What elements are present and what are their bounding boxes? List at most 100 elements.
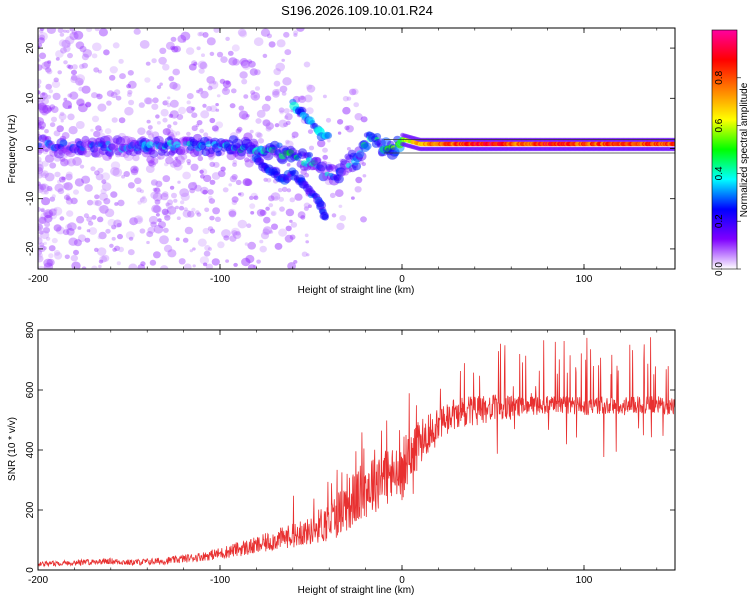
spectral-blob bbox=[354, 113, 363, 121]
spectral-blob bbox=[536, 146, 542, 152]
spectral-blob bbox=[510, 146, 516, 152]
spectral-blob bbox=[452, 137, 457, 143]
spectral-blob bbox=[665, 137, 670, 143]
spectral-blob bbox=[644, 137, 650, 143]
spectral-blob bbox=[160, 108, 169, 117]
spectral-blob bbox=[101, 254, 110, 262]
spectral-blob bbox=[166, 206, 177, 215]
snr-plot-area bbox=[38, 330, 675, 570]
spectral-blob bbox=[274, 196, 279, 200]
spectral-blob bbox=[153, 187, 161, 194]
snr-ytick-label: 600 bbox=[25, 381, 36, 398]
spectral-blob bbox=[504, 137, 510, 143]
spectral-blob bbox=[459, 137, 465, 143]
spectral-blob bbox=[622, 146, 628, 152]
spectral-blob bbox=[582, 146, 587, 152]
spectral-blob bbox=[293, 30, 299, 35]
spectral-blob bbox=[136, 187, 142, 193]
spectral-blob bbox=[39, 34, 45, 40]
spectral-blob bbox=[52, 206, 63, 216]
spectral-blob bbox=[38, 254, 42, 260]
spectral-blob bbox=[199, 31, 204, 37]
spectral-blob bbox=[605, 137, 610, 143]
spectral-blob bbox=[40, 28, 45, 31]
spectral-blob bbox=[266, 178, 272, 183]
spectral-blob bbox=[259, 239, 264, 244]
spectral-blob bbox=[38, 172, 43, 176]
spectral-blob bbox=[282, 77, 292, 86]
spectral-blob bbox=[261, 103, 271, 112]
spectral-blob bbox=[257, 158, 264, 164]
spectral-blob bbox=[557, 146, 563, 152]
spectral-blob bbox=[97, 69, 102, 74]
spectral-blob bbox=[286, 188, 292, 193]
spectral-blob bbox=[58, 113, 67, 121]
spectral-blob bbox=[322, 154, 329, 160]
spectral-blob bbox=[196, 120, 203, 126]
spectral-blob bbox=[65, 173, 73, 181]
spectral-blob bbox=[554, 146, 559, 152]
spectral-blob bbox=[71, 145, 78, 152]
spectral-blob bbox=[559, 137, 564, 143]
spectral-blob bbox=[645, 146, 651, 152]
spectral-blob bbox=[189, 188, 196, 194]
spectral-blob bbox=[467, 137, 473, 143]
spectral-blob bbox=[496, 137, 502, 143]
spectral-blob bbox=[67, 113, 75, 121]
spectral-blob bbox=[207, 226, 214, 232]
spectral-blob bbox=[108, 141, 119, 151]
spectral-blob bbox=[237, 219, 247, 229]
spectrogram-ytick-label: 20 bbox=[25, 42, 36, 54]
spectral-blob bbox=[155, 213, 160, 217]
spectral-blob bbox=[336, 222, 345, 231]
spectral-blob bbox=[234, 150, 246, 160]
spectral-blob bbox=[304, 94, 313, 103]
spectral-blob bbox=[91, 215, 97, 220]
spectral-blob bbox=[325, 117, 332, 123]
spectral-blob bbox=[83, 150, 92, 158]
spectral-blob bbox=[485, 146, 491, 152]
spectral-blob bbox=[433, 146, 438, 152]
spectral-blob bbox=[601, 137, 607, 143]
spectral-blob bbox=[62, 182, 70, 189]
spectral-blob bbox=[557, 137, 563, 143]
spectral-blob bbox=[91, 265, 98, 269]
spectral-blob bbox=[54, 252, 63, 260]
spectral-blob bbox=[349, 88, 357, 96]
spectral-blob bbox=[343, 170, 349, 176]
spectral-blob bbox=[244, 242, 249, 246]
spectral-blob bbox=[180, 192, 190, 201]
spectral-blob bbox=[250, 90, 256, 95]
spectral-blob bbox=[56, 125, 64, 133]
spectral-blob bbox=[68, 237, 78, 246]
spectral-blob bbox=[435, 137, 441, 143]
spectrogram-xtick-label: -200 bbox=[28, 274, 48, 285]
spectral-blob bbox=[260, 231, 270, 240]
spectral-blob bbox=[335, 167, 346, 177]
spectral-blob bbox=[38, 216, 46, 224]
spectral-blob bbox=[77, 234, 86, 242]
spectral-blob bbox=[170, 99, 179, 108]
spectral-blob bbox=[200, 110, 210, 119]
spectral-blob bbox=[629, 137, 635, 143]
spectral-blob bbox=[43, 241, 47, 245]
spectral-blob bbox=[346, 147, 351, 151]
spectral-blob bbox=[235, 231, 241, 236]
spectral-blob bbox=[38, 265, 45, 269]
spectral-blob bbox=[447, 146, 452, 152]
spectral-blob bbox=[303, 161, 311, 167]
spectral-blob bbox=[610, 146, 615, 152]
spectral-blob bbox=[38, 83, 41, 89]
spectral-blob bbox=[583, 146, 589, 152]
spectral-blob bbox=[278, 188, 283, 193]
spectral-blob bbox=[42, 172, 47, 176]
spectral-blob bbox=[231, 227, 240, 236]
spectral-blob bbox=[69, 91, 79, 100]
spectral-blob bbox=[442, 137, 447, 143]
spectral-blob bbox=[265, 122, 274, 130]
spectral-blob bbox=[481, 146, 487, 152]
spectral-blob bbox=[635, 137, 641, 143]
spectral-blob bbox=[109, 144, 119, 152]
spectral-blob bbox=[204, 207, 210, 213]
spectral-blob bbox=[41, 92, 46, 96]
